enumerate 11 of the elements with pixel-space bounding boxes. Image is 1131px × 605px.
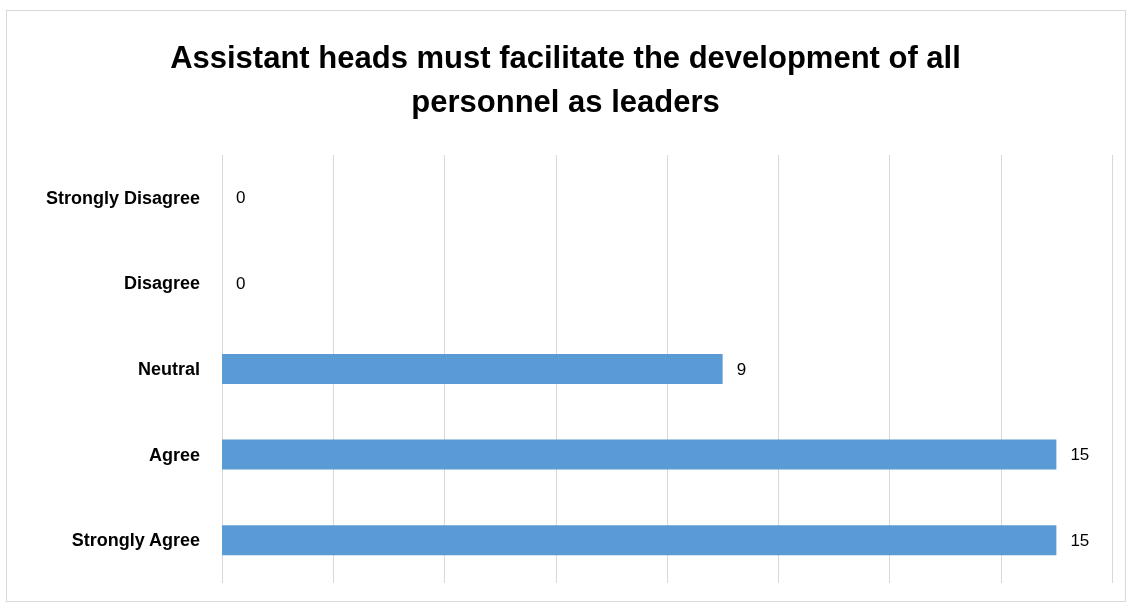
data-label: 0: [236, 188, 246, 208]
chart-title: Assistant heads must facilitate the development of all personnel as leaders: [169, 39, 962, 121]
y-tick-label: Strongly Disagree: [45, 187, 200, 208]
y-tick-label: Strongly Agree: [71, 530, 200, 551]
data-label: 15: [1070, 445, 1090, 465]
data-label: 0: [236, 273, 246, 293]
y-tick-label: Agree: [148, 444, 200, 465]
y-tick-label: Disagree: [123, 273, 200, 294]
data-label: 9: [736, 359, 747, 379]
y-tick-label: Neutral: [137, 359, 200, 379]
data-label: 15: [1070, 530, 1090, 550]
